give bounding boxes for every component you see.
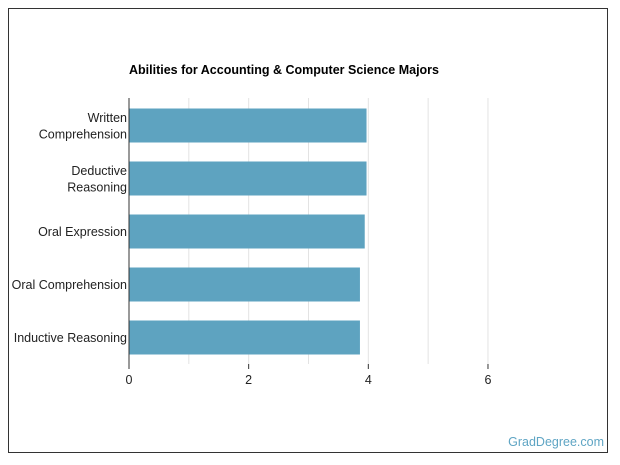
category-label: Oral Comprehension [12, 278, 127, 292]
bar [129, 161, 367, 196]
x-tick-label: 4 [365, 373, 372, 387]
x-tick-label: 6 [485, 373, 492, 387]
category-label: Oral Expression [38, 225, 127, 239]
source-credit: GradDegree.com [508, 435, 604, 449]
category-label: Comprehension [39, 127, 127, 141]
x-tick-label: 0 [126, 373, 133, 387]
chart-title: Abilities for Accounting & Computer Scie… [129, 63, 439, 77]
bar [129, 214, 365, 249]
category-label: Inductive Reasoning [14, 331, 127, 345]
bar [129, 108, 367, 143]
bar [129, 320, 360, 355]
category-label: Deductive [71, 164, 127, 178]
x-tick-label: 2 [245, 373, 252, 387]
category-label: Written [88, 111, 127, 125]
category-label: Reasoning [67, 180, 127, 194]
bar [129, 267, 360, 302]
